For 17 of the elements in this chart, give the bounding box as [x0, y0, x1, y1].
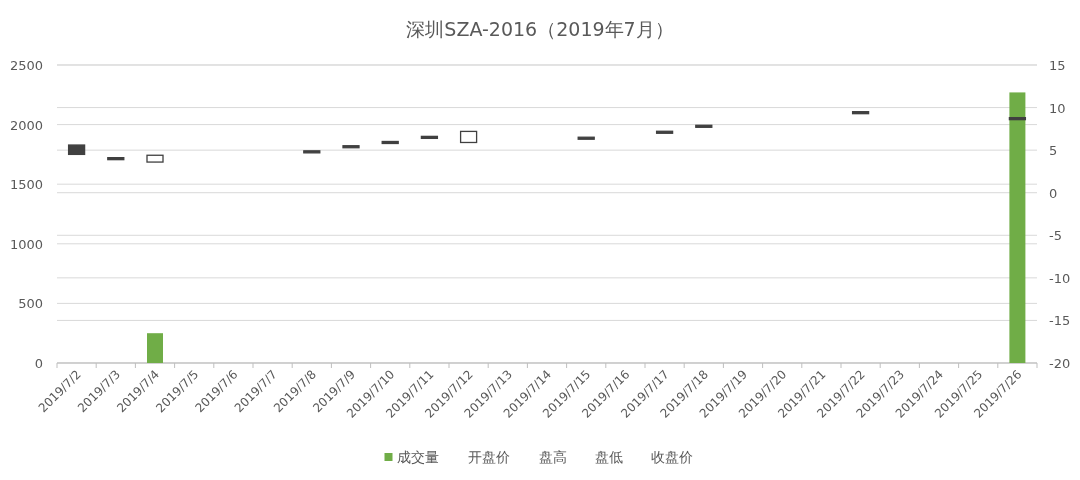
- y2-tick-label: 5: [1049, 143, 1058, 159]
- legend: 成交量 开盘价 盘高 盘低 收盘价: [384, 449, 693, 465]
- y2-tick-label: 0: [1049, 185, 1058, 201]
- y-tick-label: 2500: [9, 58, 43, 73]
- y-tick-label: 500: [18, 296, 43, 312]
- y2-tick-label: -20: [1049, 356, 1071, 371]
- y2-tick-label: -15: [1049, 313, 1071, 329]
- chart-title: 深圳SZA-2016（2019年7月）: [406, 18, 674, 40]
- y2-tick-label: 10: [1049, 100, 1066, 116]
- y-tick-label: 1500: [9, 177, 43, 193]
- y-tick-label: 2000: [9, 117, 43, 133]
- y-tick-label: 1000: [9, 236, 43, 252]
- y2-tick-label: 15: [1049, 58, 1066, 73]
- y-tick-label: 0: [34, 356, 43, 371]
- y2-tick-label: -10: [1049, 270, 1071, 286]
- legend-label: 成交量: [396, 449, 439, 465]
- y2-tick-label: -5: [1049, 228, 1062, 244]
